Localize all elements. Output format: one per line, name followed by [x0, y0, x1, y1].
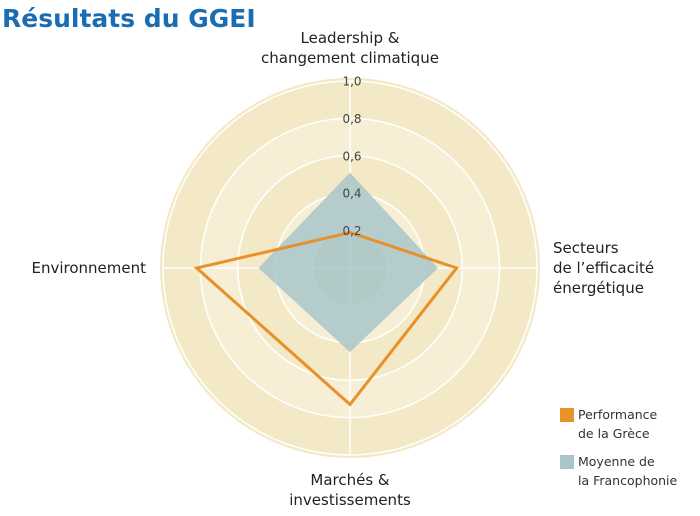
legend-swatch [560, 408, 574, 422]
axis-label: Marchés & investissements [289, 471, 411, 509]
r-tick-label: 0,4 [342, 187, 361, 201]
r-tick-label: 1,0 [342, 75, 361, 89]
r-tick-label: 0,8 [342, 112, 361, 126]
r-tick-label: 0,2 [342, 224, 361, 238]
axis-label: Leadership & changement climatique [261, 29, 439, 67]
legend-swatch [560, 455, 574, 469]
series-area [258, 172, 438, 353]
axis-label: Environnement [31, 259, 146, 277]
r-tick-label: 0,6 [342, 149, 361, 163]
axis-label: Secteurs de l’efficacité énergétique [553, 239, 654, 297]
series-line [193, 230, 460, 407]
chart-title: Résultats du GGEI [2, 4, 256, 33]
legend-label: Performance de la Grèce [578, 407, 658, 441]
legend-label: Moyenne de la Francophonie [578, 454, 678, 488]
